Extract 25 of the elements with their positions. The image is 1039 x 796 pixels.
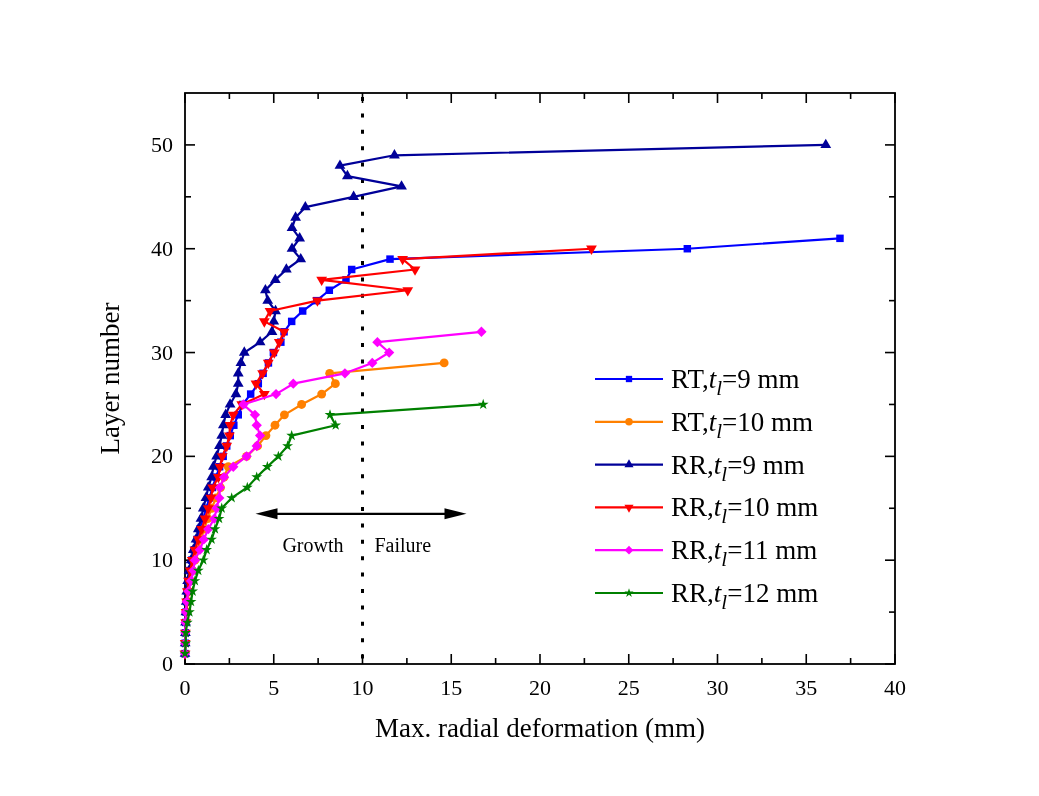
legend-label: RR,t$_{l}$=9 mm — [671, 449, 805, 486]
legend-label: RR,t$_{l}$=10 mm — [671, 492, 819, 529]
legend-label: RR,t$_{l}$=11 mm — [671, 535, 818, 571]
x-tick-label: 25 — [617, 675, 640, 700]
x-tick-label: 0 — [179, 675, 191, 700]
x-tick-label: 10 — [351, 675, 374, 700]
annotation: Failure — [374, 533, 432, 556]
y-tick-label: 10 — [151, 547, 173, 573]
y-tick-label: 50 — [151, 131, 173, 157]
y-tick-label: 0 — [162, 651, 173, 676]
legend-label: RR,t$_{l}$=12 mm — [671, 578, 819, 614]
x-tick-label: 20 — [529, 675, 551, 700]
x-axis-title: Max. radial deformation (mm) — [375, 713, 705, 743]
y-tick-label: 20 — [151, 443, 173, 469]
x-tick-label: 35 — [795, 675, 818, 700]
x-tick-label: 5 — [268, 675, 280, 700]
annotation: Growth — [282, 533, 344, 556]
x-tick-label: 15 — [440, 675, 463, 700]
x-tick-label: 40 — [884, 675, 906, 700]
x-tick-label: 30 — [706, 675, 729, 700]
legend-label: RT,t$_{l}$=9 mm — [671, 364, 800, 400]
legend-label: RT,t$_{l}$=10 mm — [671, 406, 813, 443]
y-tick-label: 40 — [151, 235, 173, 261]
y-axis-title: Layer number — [95, 302, 125, 455]
y-tick-label: 30 — [151, 339, 173, 365]
